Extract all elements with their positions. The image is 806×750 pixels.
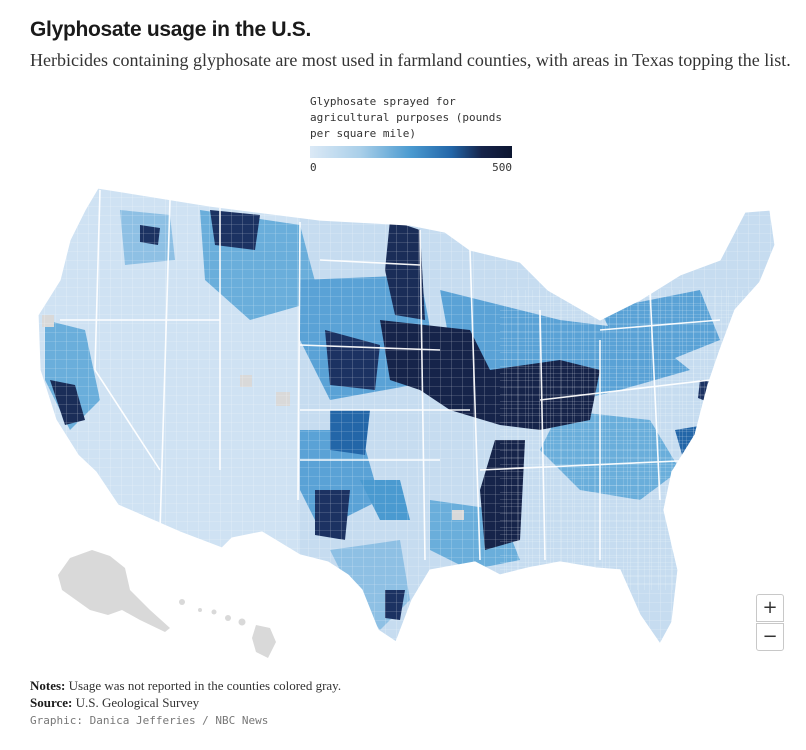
notes-label: Notes:: [30, 678, 66, 693]
legend-ticks: 0 500: [310, 161, 512, 177]
chart-subtitle: Herbicides containing glyphosate are mos…: [30, 50, 791, 70]
notes-text: Usage was not reported in the counties c…: [65, 678, 342, 693]
legend-max-label: 500: [492, 161, 512, 174]
source-text: U.S. Geological Survey: [72, 695, 200, 710]
legend-title: Glyphosate sprayed for agricultural purp…: [310, 95, 503, 140]
source-label: Source:: [30, 695, 73, 710]
chart-title: Glyphosate usage in the U.S.: [30, 18, 311, 41]
us-outline: [37, 187, 776, 646]
alaska-island: [198, 608, 202, 612]
legend-min-label: 0: [310, 161, 317, 174]
notes-block: Notes: Usage was not reported in the cou…: [30, 677, 341, 711]
alaska-island: [179, 599, 185, 605]
graphic-credit: Graphic: Danica Jefferies / NBC News: [30, 714, 269, 727]
source-line: Source: U.S. Geological Survey: [30, 694, 341, 711]
zoom-in-button[interactable]: +: [756, 594, 784, 622]
color-legend: Glyphosate sprayed for agricultural purp…: [310, 94, 512, 177]
hawaii-shape: [211, 609, 276, 658]
us-county-map[interactable]: [0, 170, 806, 670]
alaska-shape: [58, 550, 170, 632]
zoom-out-button[interactable]: −: [756, 623, 784, 651]
notes-line: Notes: Usage was not reported in the cou…: [30, 677, 341, 694]
legend-color-bar: [310, 146, 512, 158]
